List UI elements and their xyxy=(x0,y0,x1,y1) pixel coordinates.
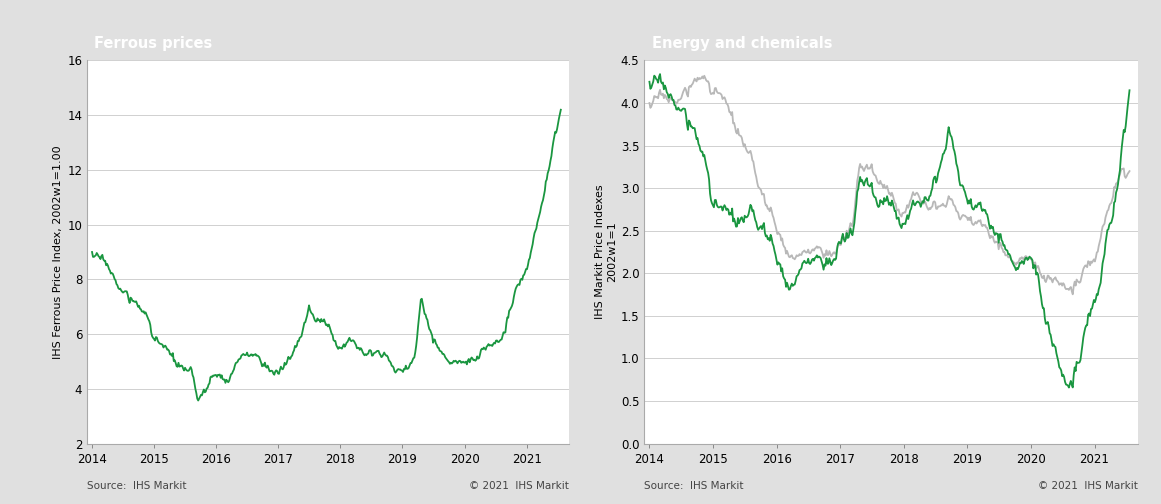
Text: Source:  IHS Markit: Source: IHS Markit xyxy=(644,481,744,491)
Text: © 2021  IHS Markit: © 2021 IHS Markit xyxy=(1038,481,1138,491)
Y-axis label: IHS Ferrous Price Index, 2002w1=1.00: IHS Ferrous Price Index, 2002w1=1.00 xyxy=(53,145,63,359)
Legend: Energy, Chemicals: Energy, Chemicals xyxy=(708,501,946,504)
Text: Source:  IHS Markit: Source: IHS Markit xyxy=(87,481,187,491)
Text: Energy and chemicals: Energy and chemicals xyxy=(651,36,832,51)
Y-axis label: IHS Markit Price Indexes
2002w1=1: IHS Markit Price Indexes 2002w1=1 xyxy=(596,184,616,320)
Text: Ferrous prices: Ferrous prices xyxy=(94,36,212,51)
Text: © 2021  IHS Markit: © 2021 IHS Markit xyxy=(469,481,569,491)
